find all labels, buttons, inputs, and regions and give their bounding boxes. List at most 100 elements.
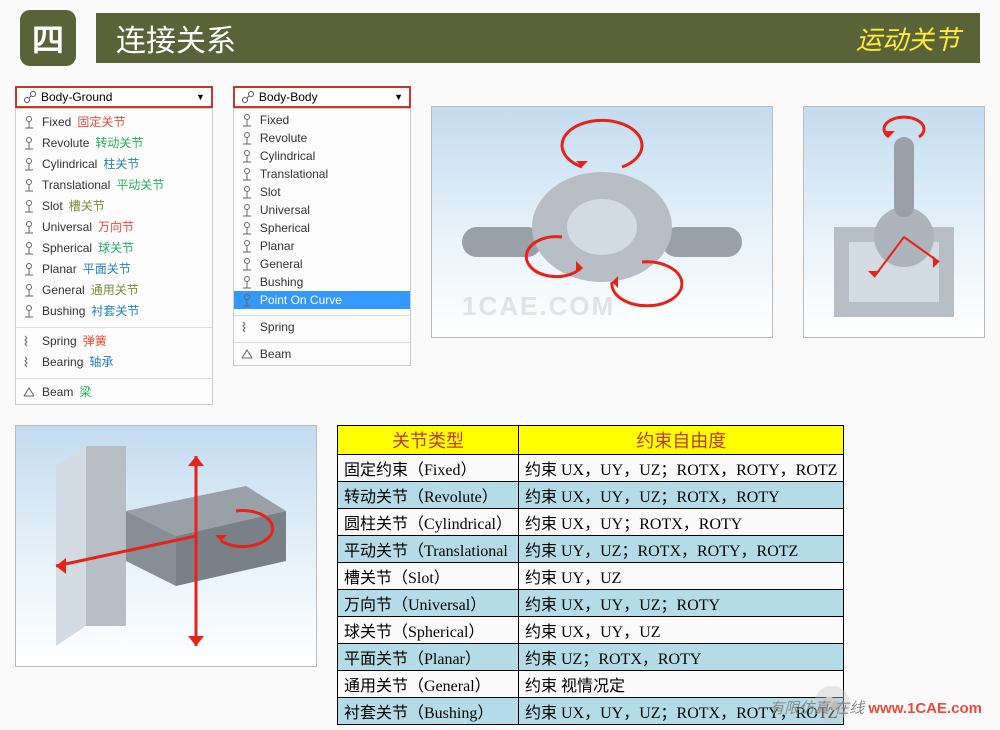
menu-item-annotation: 万向节 bbox=[98, 218, 134, 235]
menu-item-label: Slot bbox=[42, 199, 63, 213]
menu-item-point-on-curve[interactable]: Point On Curve bbox=[234, 291, 410, 309]
menu-item-slot[interactable]: Slot bbox=[234, 183, 410, 201]
menu-item-cylindrical[interactable]: Cylindrical 柱关节 bbox=[16, 153, 212, 174]
spring-icon bbox=[22, 334, 36, 348]
menu-item-label: Planar bbox=[42, 262, 77, 276]
beam-icon bbox=[22, 385, 36, 399]
joint-icon bbox=[240, 113, 254, 127]
body-body-menu: Fixed Revolute Cylindrical Translational Slo… bbox=[233, 108, 411, 366]
joint-icon bbox=[240, 239, 254, 253]
joint-dof-table: 关节类型 约束自由度 固定约束（Fixed）约束 UX，UY，UZ；ROTX，R… bbox=[337, 425, 844, 725]
joint-icon bbox=[22, 157, 36, 171]
menu-item-fixed[interactable]: Fixed 固定关节 bbox=[16, 111, 212, 132]
body-body-dropdown[interactable]: Body-Body ▼ bbox=[233, 86, 411, 108]
universal-joint-render: 1CAE.COM bbox=[431, 106, 773, 338]
menu-item-beam[interactable]: Beam 梁 bbox=[16, 378, 212, 402]
table-header-type: 关节类型 bbox=[338, 426, 519, 455]
menu-item-revolute[interactable]: Revolute bbox=[234, 129, 410, 147]
menu-item-revolute[interactable]: Revolute 转动关节 bbox=[16, 132, 212, 153]
joint-icon bbox=[240, 149, 254, 163]
chevron-down-icon: ▼ bbox=[196, 92, 205, 102]
menu-item-annotation: 槽关节 bbox=[69, 197, 105, 214]
menu-item-spring[interactable]: Spring bbox=[234, 315, 410, 336]
menu-item-annotation: 平面关节 bbox=[83, 260, 131, 277]
menu-item-annotation: 转动关节 bbox=[95, 134, 143, 151]
cell-constraint: 约束 UX，UY，UZ；ROTX，ROTY，ROTZ bbox=[519, 455, 844, 482]
menu-item-label: Fixed bbox=[42, 115, 71, 129]
menu-item-slot[interactable]: Slot 槽关节 bbox=[16, 195, 212, 216]
cell-joint-type: 转动关节（Revolute） bbox=[338, 482, 519, 509]
table-row: 衬套关节（Bushing）约束 UX，UY，UZ；ROTX，ROTY，ROTZ bbox=[338, 698, 844, 725]
spring-icon bbox=[240, 320, 254, 334]
menu-item-label: Fixed bbox=[260, 113, 289, 127]
joint-icon bbox=[240, 293, 254, 307]
joint-icon bbox=[240, 131, 254, 145]
menu-item-spring[interactable]: Spring 弹簧 bbox=[16, 327, 212, 351]
cell-joint-type: 平面关节（Planar） bbox=[338, 644, 519, 671]
cell-constraint: 约束 UY，UZ；ROTX，ROTY，ROTZ bbox=[519, 536, 844, 563]
cell-joint-type: 平动关节（Translational bbox=[338, 536, 519, 563]
menu-item-label: Beam bbox=[42, 385, 73, 399]
menu-item-label: Slot bbox=[260, 185, 281, 199]
joint-icon bbox=[22, 262, 36, 276]
joint-icon bbox=[22, 115, 36, 129]
menu-item-annotation: 轴承 bbox=[89, 353, 113, 370]
menu-item-bushing[interactable]: Bushing 衬套关节 bbox=[16, 300, 212, 321]
menu-item-label: Translational bbox=[42, 178, 110, 192]
table-row: 固定约束（Fixed）约束 UX，UY，UZ；ROTX，ROTY，ROTZ bbox=[338, 455, 844, 482]
menu-item-label: Bearing bbox=[42, 355, 83, 369]
ball-joint-render bbox=[803, 106, 985, 338]
menu-item-label: Cylindrical bbox=[42, 157, 97, 171]
cell-joint-type: 圆柱关节（Cylindrical） bbox=[338, 509, 519, 536]
joint-icon bbox=[22, 136, 36, 150]
table-row: 球关节（Spherical）约束 UX，UY，UZ bbox=[338, 617, 844, 644]
menu-item-universal[interactable]: Universal bbox=[234, 201, 410, 219]
cell-joint-type: 万向节（Universal） bbox=[338, 590, 519, 617]
block-joint-render bbox=[15, 425, 317, 667]
menu-item-annotation: 平动关节 bbox=[116, 176, 164, 193]
menu-item-label: Bushing bbox=[260, 275, 303, 289]
menu-item-planar[interactable]: Planar bbox=[234, 237, 410, 255]
joint-icon bbox=[22, 304, 36, 318]
menu-item-label: Cylindrical bbox=[260, 149, 315, 163]
menu-item-general[interactable]: General bbox=[234, 255, 410, 273]
menu-item-spherical[interactable]: Spherical 球关节 bbox=[16, 237, 212, 258]
menu-item-bushing[interactable]: Bushing bbox=[234, 273, 410, 291]
menu-item-cylindrical[interactable]: Cylindrical bbox=[234, 147, 410, 165]
menu-item-label: Spherical bbox=[260, 221, 310, 235]
menu-item-planar[interactable]: Planar 平面关节 bbox=[16, 258, 212, 279]
menu-item-translational[interactable]: Translational 平动关节 bbox=[16, 174, 212, 195]
menu-item-label: Revolute bbox=[42, 136, 89, 150]
link-icon bbox=[23, 90, 37, 104]
menu-item-general[interactable]: General 通用关节 bbox=[16, 279, 212, 300]
menu-item-beam[interactable]: Beam bbox=[234, 342, 410, 363]
cell-constraint: 约束 UY，UZ bbox=[519, 563, 844, 590]
menu-item-translational[interactable]: Translational bbox=[234, 165, 410, 183]
joint-icon bbox=[22, 220, 36, 234]
joint-icon bbox=[240, 221, 254, 235]
joint-icon bbox=[22, 283, 36, 297]
table-row: 万向节（Universal）约束 UX，UY，UZ；ROTY bbox=[338, 590, 844, 617]
cell-joint-type: 固定约束（Fixed） bbox=[338, 455, 519, 482]
menu-item-label: Translational bbox=[260, 167, 328, 181]
joint-icon bbox=[22, 241, 36, 255]
menu-item-label: Bushing bbox=[42, 304, 85, 318]
section-badge: 四 bbox=[20, 10, 76, 66]
menu-item-universal[interactable]: Universal 万向节 bbox=[16, 216, 212, 237]
title-bar: 连接关系 运动关节 bbox=[96, 13, 980, 63]
table-row: 圆柱关节（Cylindrical）约束 UX，UY；ROTX，ROTY bbox=[338, 509, 844, 536]
joint-icon bbox=[240, 257, 254, 271]
menu-item-label: General bbox=[42, 283, 85, 297]
menu-item-label: Spring bbox=[260, 320, 295, 334]
menu-item-annotation: 球关节 bbox=[98, 239, 134, 256]
table-row: 槽关节（Slot）约束 UY，UZ bbox=[338, 563, 844, 590]
menu-item-fixed[interactable]: Fixed bbox=[234, 111, 410, 129]
table-row: 平动关节（Translational约束 UY，UZ；ROTX，ROTY，ROT… bbox=[338, 536, 844, 563]
menu-item-label: Spherical bbox=[42, 241, 92, 255]
menu-item-annotation: 柱关节 bbox=[103, 155, 139, 172]
cell-constraint: 约束 UZ；ROTX，ROTY bbox=[519, 644, 844, 671]
body-ground-dropdown[interactable]: Body-Ground ▼ bbox=[15, 86, 213, 108]
header: 四 连接关系 运动关节 bbox=[0, 0, 1000, 76]
menu-item-bearing[interactable]: Bearing 轴承 bbox=[16, 351, 212, 372]
menu-item-spherical[interactable]: Spherical bbox=[234, 219, 410, 237]
